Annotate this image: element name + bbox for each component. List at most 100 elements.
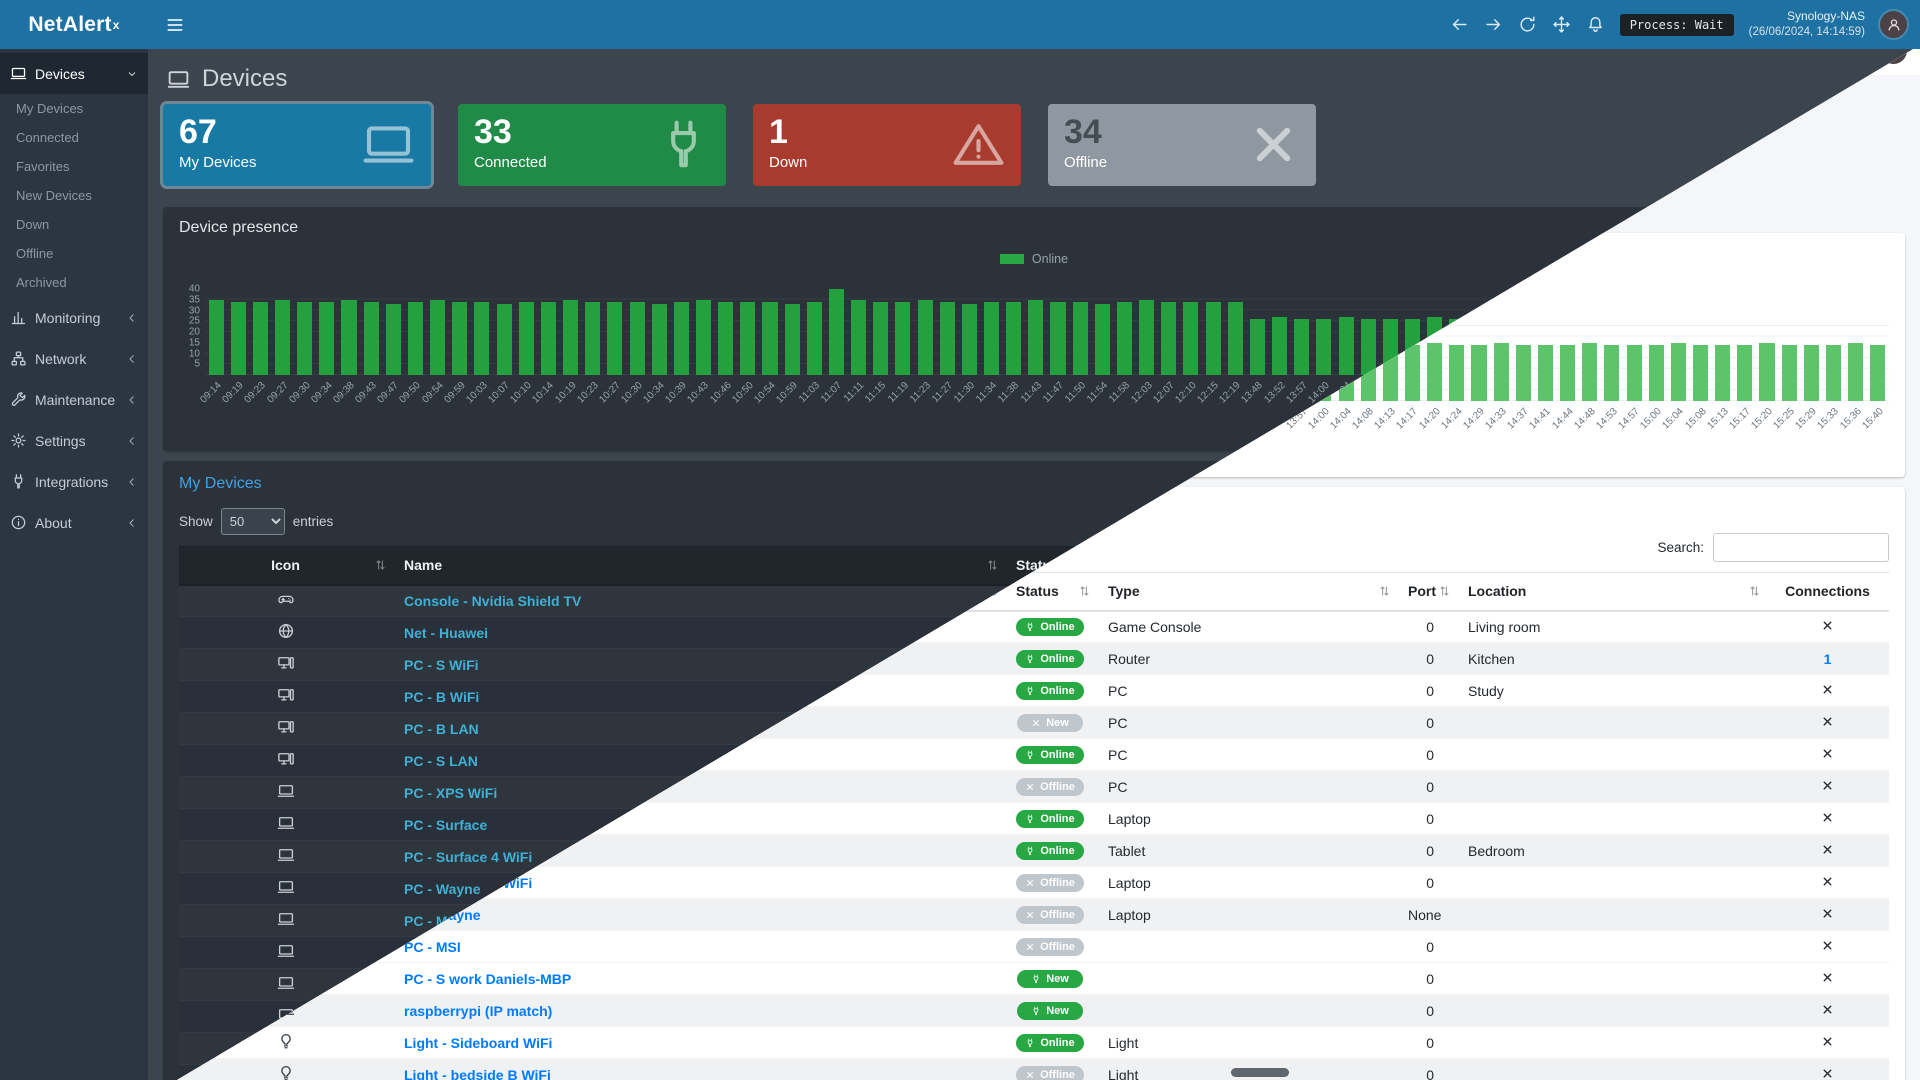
- bell-icon[interactable]: [1586, 15, 1605, 34]
- sidebar-item-integrations[interactable]: Integrations: [0, 461, 148, 502]
- status-label: New: [1046, 972, 1069, 985]
- chart-legend[interactable]: Online: [179, 252, 1889, 266]
- column-header-location[interactable]: Location: [1456, 572, 1766, 612]
- sidebar-item-favorites[interactable]: Favorites: [16, 159, 70, 174]
- x-icon: [1025, 878, 1035, 888]
- device-name-link[interactable]: PC - B LAN: [404, 720, 479, 737]
- x-axis-tick: 10:59: [774, 380, 800, 406]
- status-label: Online: [1040, 812, 1075, 825]
- x-axis-tick: 12:07: [1151, 380, 1177, 406]
- column-header-type[interactable]: Type: [1096, 572, 1396, 612]
- chart-bar: [496, 304, 512, 375]
- summary-cards: 67 My Devices 33 Connected 1 Down 34 Offline: [163, 104, 1905, 186]
- x-axis-tick: 15:33: [1815, 406, 1842, 432]
- device-name-link[interactable]: PC - S WiFi: [404, 656, 479, 673]
- chevron-left-icon: [126, 312, 138, 324]
- device-name-link[interactable]: PC - B WiFi: [404, 688, 480, 705]
- device-port: 0: [1426, 778, 1434, 795]
- sidebar-item-network[interactable]: Network: [0, 338, 148, 379]
- summary-card-down[interactable]: 1 Down: [753, 104, 1021, 186]
- horizontal-scrollbar-thumb[interactable]: [1231, 1068, 1289, 1077]
- host-name: Synology-NAS: [1786, 9, 1865, 24]
- status-label: Online: [1040, 684, 1075, 697]
- y-axis-tick: 30: [188, 305, 200, 316]
- column-header-label: Status: [1016, 583, 1059, 600]
- device-type: PC: [1108, 682, 1128, 699]
- sidebar-item-settings[interactable]: Settings: [0, 420, 148, 461]
- move-icon[interactable]: [1552, 15, 1571, 34]
- sidebar-item-about[interactable]: About: [0, 502, 148, 543]
- sidebar-item-maintenance[interactable]: Maintenance: [0, 379, 148, 420]
- x-axis-tick: 10:23: [575, 380, 601, 406]
- device-type: Tablet: [1108, 842, 1146, 859]
- laptop-icon: [277, 942, 295, 960]
- chart-bar: [1560, 345, 1576, 401]
- sidebar-item-connected[interactable]: Connected: [16, 130, 79, 145]
- x-icon: [1025, 942, 1035, 952]
- chart-bar: [1870, 345, 1886, 401]
- user-avatar[interactable]: [1880, 11, 1907, 38]
- sidebar-item-monitoring[interactable]: Monitoring: [0, 297, 148, 338]
- device-name-link[interactable]: Light - Sideboard WiFi: [404, 1034, 553, 1051]
- x-icon: [1821, 1035, 1834, 1048]
- sidebar-item-down[interactable]: Down: [16, 217, 50, 232]
- sidebar-item-devices[interactable]: Devices: [0, 53, 148, 94]
- card-label: Down: [769, 153, 808, 171]
- presence-title: Device presence: [179, 219, 299, 236]
- chart-bar: [1272, 317, 1288, 375]
- status-label: Online: [1040, 1036, 1075, 1049]
- x-axis-tick: 11:11: [841, 380, 867, 405]
- column-header-port[interactable]: Port: [1396, 572, 1456, 612]
- x-axis-tick: 09:30: [287, 380, 313, 406]
- device-port: None: [1408, 906, 1442, 923]
- sidebar-item-new-devices[interactable]: New Devices: [16, 188, 92, 203]
- x-icon: [1821, 907, 1834, 920]
- status-badge: Online: [1016, 1033, 1084, 1052]
- device-port: 0: [1426, 1066, 1434, 1080]
- x-axis-tick: 11:43: [1018, 380, 1044, 405]
- chart-bar: [1116, 302, 1133, 375]
- chart-bar: [851, 300, 867, 375]
- show-label: Show: [179, 514, 213, 529]
- sidebar-item-archived[interactable]: Archived: [16, 275, 67, 290]
- refresh-icon[interactable]: [1518, 15, 1537, 34]
- device-name-link[interactable]: PC - XPS WiFi: [404, 784, 498, 801]
- device-name-link[interactable]: PC - S work Daniels-MBP: [404, 970, 572, 987]
- device-name-link[interactable]: Light - bedside B WiFi: [404, 1066, 551, 1080]
- search-control: Search:: [1657, 533, 1889, 562]
- summary-card-connected[interactable]: 33 Connected: [458, 104, 726, 186]
- device-name-link[interactable]: raspberrypi (IP match): [404, 1002, 553, 1019]
- sidebar-item-offline[interactable]: Offline: [16, 246, 54, 261]
- chevron-left-icon: [126, 394, 138, 406]
- chart-bar: [319, 302, 335, 375]
- chart-bar: [1072, 302, 1088, 375]
- legend-label: Online: [1031, 252, 1069, 266]
- device-row: Light - bedside B WiFi Offline Light 0: [179, 1058, 1889, 1080]
- device-name-link[interactable]: PC - MSI: [404, 938, 461, 955]
- connections-link[interactable]: 1: [1823, 650, 1832, 667]
- page-size-select[interactable]: 50: [220, 508, 285, 535]
- device-name-link[interactable]: Net - Huawei: [404, 624, 489, 641]
- x-axis-tick: 15:20: [1749, 406, 1775, 432]
- arrow-left-icon[interactable]: [1450, 15, 1469, 34]
- search-input[interactable]: [1713, 533, 1889, 562]
- summary-card-offline[interactable]: 34 Offline: [1048, 104, 1316, 186]
- arrow-right-icon[interactable]: [1484, 15, 1503, 34]
- status-badge: Online: [1016, 841, 1084, 860]
- menu-icon[interactable]: [165, 15, 185, 35]
- device-name-link[interactable]: PC - Surface 4 WiFi: [404, 848, 533, 865]
- device-name-link[interactable]: PC - Wayne: [404, 880, 481, 897]
- column-header-icon[interactable]: Icon: [179, 546, 392, 586]
- summary-card-my-devices[interactable]: 67 My Devices: [163, 104, 431, 186]
- column-header-name[interactable]: Name: [392, 546, 1004, 586]
- status-badge: Online: [1016, 617, 1084, 636]
- device-name-link[interactable]: PC - S LAN: [404, 752, 478, 769]
- sidebar-item-my-devices[interactable]: My Devices: [16, 101, 84, 116]
- device-port: 0: [1426, 874, 1434, 891]
- gamepad-icon: [277, 590, 295, 608]
- x-icon: [1821, 811, 1834, 824]
- device-name-link[interactable]: PC - Surface: [404, 816, 488, 833]
- device-name-link[interactable]: Console - Nvidia Shield TV: [404, 592, 582, 609]
